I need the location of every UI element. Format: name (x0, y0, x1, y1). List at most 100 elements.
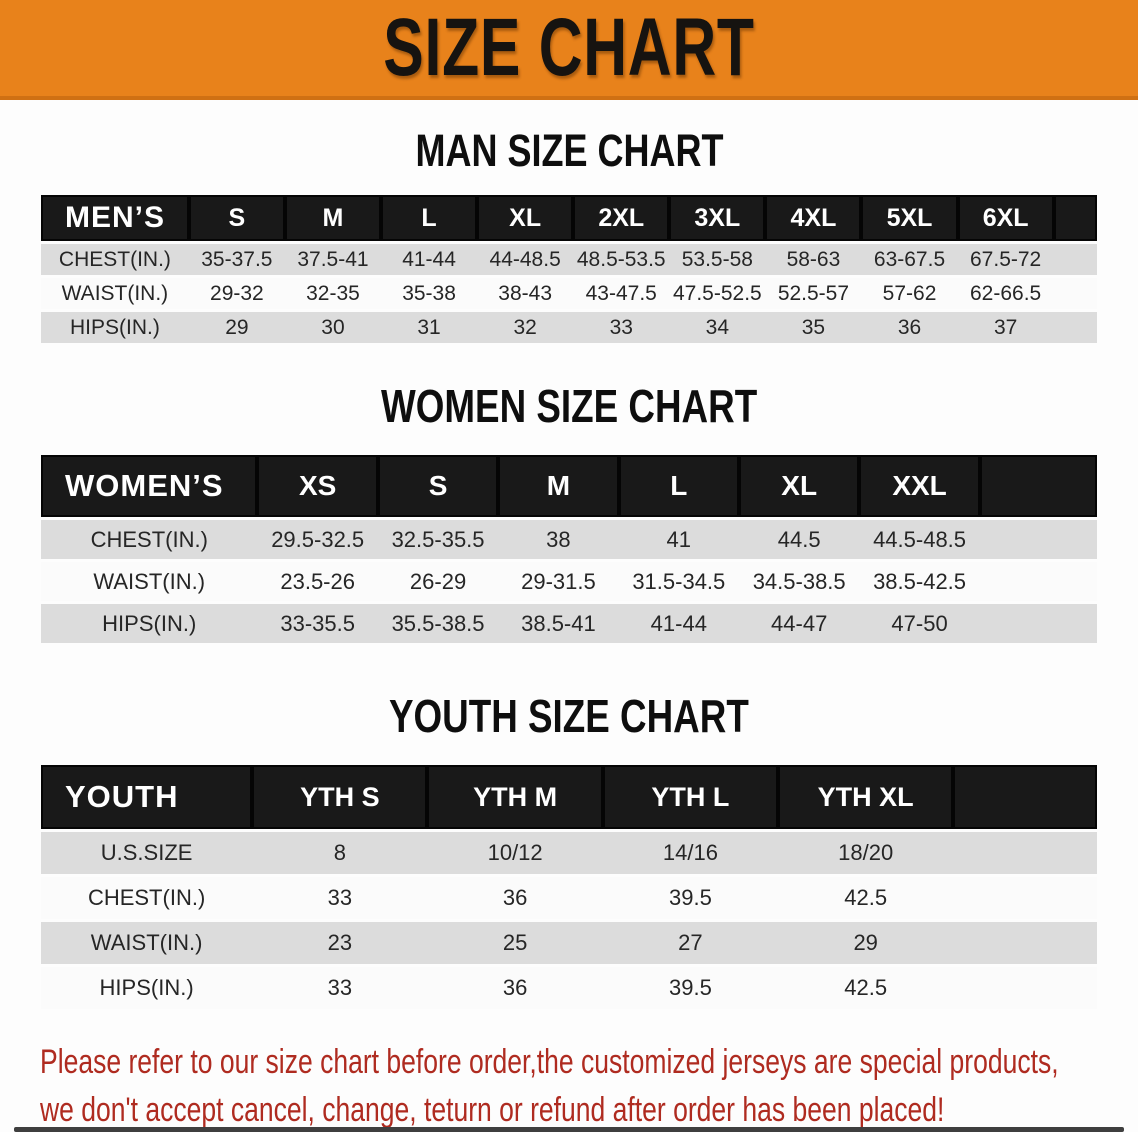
value-cell: 38.5-41 (498, 604, 619, 643)
row-filler-cell (953, 877, 1097, 919)
banner: SIZE CHART (0, 0, 1138, 100)
size-column-header: YTH L (602, 765, 779, 829)
value-cell: 42.5 (778, 877, 954, 919)
value-cell: 32.5-35.5 (377, 520, 499, 559)
row-filler-cell (1053, 278, 1097, 309)
value-cell: 34 (669, 312, 766, 343)
header-filler-cell (953, 765, 1097, 829)
value-cell: 10/12 (427, 832, 603, 874)
value-cell: 33-35.5 (257, 604, 378, 643)
value-cell: 43-47.5 (573, 278, 670, 309)
value-cell: 42.5 (778, 967, 954, 1009)
value-cell: 32 (477, 312, 574, 343)
size-column-header: 5XL (861, 195, 958, 241)
value-cell: 33 (252, 877, 428, 919)
value-cell: 52.5-57 (765, 278, 862, 309)
value-cell: 18/20 (778, 832, 954, 874)
row-filler-cell (953, 922, 1097, 964)
row-label-cell: HIPS(IN.) (41, 604, 258, 643)
value-cell: 36 (427, 967, 603, 1009)
table-header-label: YOUTH (41, 765, 253, 829)
value-cell: 26-29 (377, 562, 499, 601)
men-size-table: MEN’S S M L XL 2XL 3XL 4XL 5XL 6XL CHEST(IN.) 35-37… (41, 192, 1097, 346)
row-label-cell: WAIST(IN.) (41, 562, 258, 601)
value-cell: 44.5-48.5 (859, 520, 980, 559)
row-label-cell: HIPS(IN.) (41, 967, 253, 1009)
women-section-title: WOMEN SIZE CHART (0, 380, 1138, 432)
table-row: U.S.SIZE 8 10/12 14/16 18/20 (41, 832, 1097, 874)
row-filler-cell (1053, 244, 1097, 275)
value-cell: 27 (602, 922, 779, 964)
value-cell: 29 (778, 922, 954, 964)
order-policy-note: Please refer to our size chart before or… (40, 1038, 1138, 1134)
size-column-header: L (381, 195, 478, 241)
value-cell: 29.5-32.5 (257, 520, 378, 559)
row-filler-cell (979, 604, 1097, 643)
value-cell: 47.5-52.5 (669, 278, 766, 309)
size-column-header: 4XL (765, 195, 862, 241)
table-row: WAIST(IN.) 23 25 27 29 (41, 922, 1097, 964)
size-column-header: M (498, 455, 619, 517)
size-column-header: M (284, 195, 382, 241)
value-cell: 36 (427, 877, 603, 919)
order-policy-line2: we don't accept cancel, change, teturn o… (40, 1091, 945, 1129)
row-label-cell: HIPS(IN.) (41, 312, 189, 343)
value-cell: 33 (252, 967, 428, 1009)
size-column-header: S (188, 195, 285, 241)
row-filler-cell (979, 520, 1097, 559)
value-cell: 67.5-72 (957, 244, 1054, 275)
size-column-header: YTH M (427, 765, 603, 829)
value-cell: 48.5-53.5 (573, 244, 670, 275)
value-cell: 53.5-58 (669, 244, 766, 275)
value-cell: 38.5-42.5 (859, 562, 980, 601)
value-cell: 35-37.5 (188, 244, 285, 275)
youth-size-table: YOUTH YTH S YTH M YTH L YTH XL U.S.SIZE 8 10/12… (41, 762, 1097, 1012)
value-cell: 39.5 (602, 877, 779, 919)
size-column-header: L (618, 455, 739, 517)
table-row: HIPS(IN.) 29 30 31 32 33 34 35 36 37 (41, 312, 1097, 343)
table-row: CHEST(IN.) 29.5-32.5 32.5-35.5 38 41 44.5 44.5… (41, 520, 1097, 559)
value-cell: 44.5 (738, 520, 860, 559)
value-cell: 23 (252, 922, 428, 964)
size-column-header: YTH S (252, 765, 428, 829)
table-row: WAIST(IN.) 29-32 32-35 35-38 38-43 43-47.5 47.… (41, 278, 1097, 309)
value-cell: 35 (765, 312, 862, 343)
size-column-header: YTH XL (778, 765, 954, 829)
table-header-label: WOMEN’S (41, 455, 258, 517)
row-label-cell: CHEST(IN.) (41, 520, 258, 559)
value-cell: 29-31.5 (498, 562, 619, 601)
table-row: CHEST(IN.) 33 36 39.5 42.5 (41, 877, 1097, 919)
value-cell: 41-44 (618, 604, 739, 643)
table-row: CHEST(IN.) 35-37.5 37.5-41 41-44 44-48.5 48.5… (41, 244, 1097, 275)
youth-section-title-text: YOUTH SIZE CHART (389, 690, 749, 742)
header-filler-cell (1053, 195, 1097, 241)
value-cell: 23.5-26 (257, 562, 378, 601)
men-section-title: MAN SIZE CHART (0, 126, 1138, 176)
size-column-header: XL (477, 195, 574, 241)
size-column-header: XL (738, 455, 860, 517)
value-cell: 41 (618, 520, 739, 559)
order-policy-line1: Please refer to our size chart before or… (40, 1043, 1059, 1081)
value-cell: 32-35 (284, 278, 382, 309)
men-section-title-text: MAN SIZE CHART (414, 125, 723, 176)
value-cell: 14/16 (602, 832, 779, 874)
value-cell: 44-48.5 (477, 244, 574, 275)
women-section-title-text: WOMEN SIZE CHART (380, 380, 758, 432)
size-column-header: XS (257, 455, 378, 517)
value-cell: 25 (427, 922, 603, 964)
value-cell: 31 (381, 312, 478, 343)
value-cell: 38-43 (477, 278, 574, 309)
value-cell: 39.5 (602, 967, 779, 1009)
size-column-header: S (377, 455, 499, 517)
size-column-header: 6XL (957, 195, 1054, 241)
row-label-cell: CHEST(IN.) (41, 877, 253, 919)
youth-section-title: YOUTH SIZE CHART (0, 690, 1138, 742)
row-filler-cell (953, 832, 1097, 874)
size-column-header: 3XL (669, 195, 766, 241)
value-cell: 63-67.5 (861, 244, 958, 275)
table-row: HIPS(IN.) 33-35.5 35.5-38.5 38.5-41 41-44 44-… (41, 604, 1097, 643)
row-label-cell: CHEST(IN.) (41, 244, 189, 275)
value-cell: 58-63 (765, 244, 862, 275)
value-cell: 35-38 (381, 278, 478, 309)
